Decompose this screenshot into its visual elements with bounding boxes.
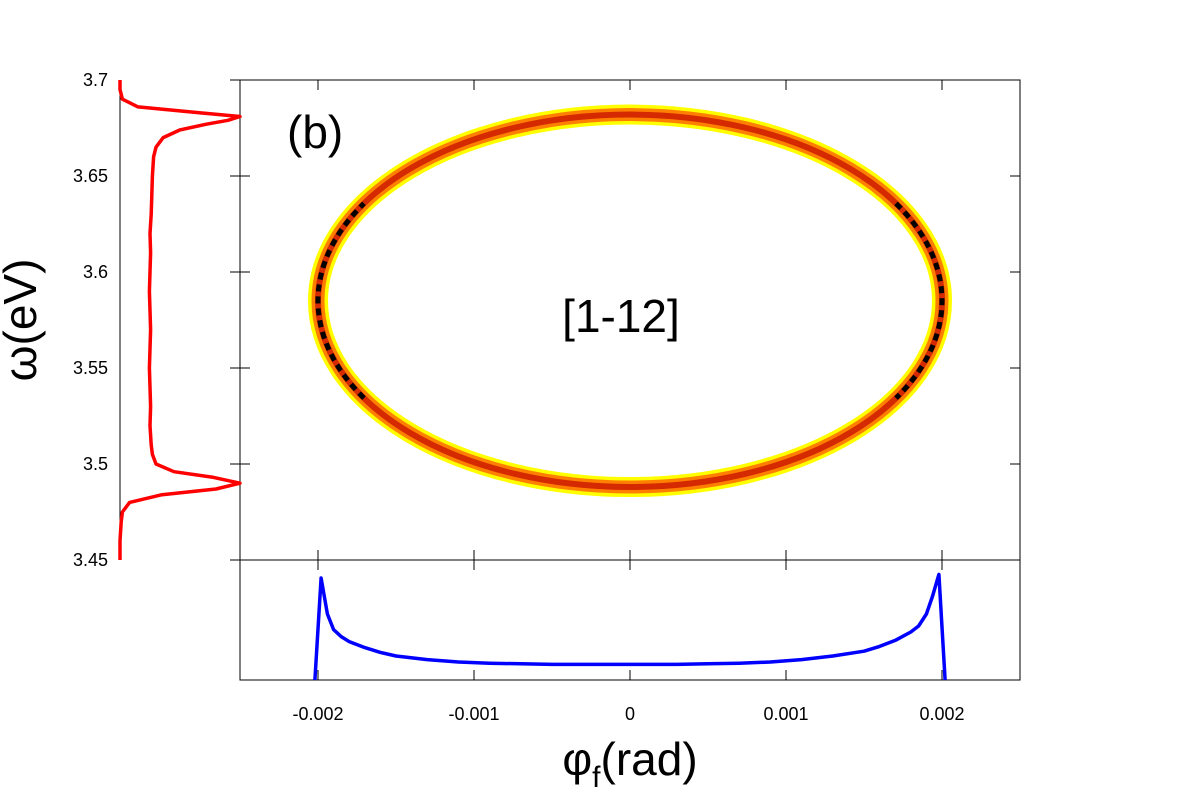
x-axis-title-units: (rad): [601, 733, 698, 785]
y-tick-label: 3.45: [73, 550, 108, 570]
x-axis-title: φf(rad): [562, 733, 697, 794]
main-plot-panel: (b) [1-12]: [239, 79, 1021, 561]
omega-marginal-panel: [118, 80, 242, 560]
spectral-ellipse-heatmap: [308, 104, 952, 498]
phi-marginal-frame: [239, 559, 1021, 681]
x-tick-label: -0.001: [448, 704, 499, 724]
y-tick-label: 3.55: [73, 358, 108, 378]
y-axis-ticks: 3.45 3.5 3.55 3.6 3.65 3.7: [73, 70, 1020, 570]
phi-marginal-panel: [239, 559, 1021, 681]
x-tick-label: 0.002: [919, 704, 964, 724]
panel-label: (b): [287, 106, 343, 158]
ellipse-peak-arc: [894, 201, 945, 400]
y-tick-label: 3.5: [83, 454, 108, 474]
omega-spectrum-curve: [118, 80, 242, 560]
y-tick-label: 3.6: [83, 262, 108, 282]
phi-spectrum-curve: [313, 572, 947, 681]
x-tick-label: -0.002: [292, 704, 343, 724]
x-axis-title-subscript: f: [592, 761, 601, 794]
y-tick-label: 3.7: [83, 70, 108, 90]
ellipse-peak-arc: [315, 201, 366, 400]
x-tick-label: 0.001: [763, 704, 808, 724]
y-tick-label: 3.65: [73, 166, 108, 186]
x-axis-title-symbol: φ: [562, 733, 592, 785]
plane-annotation: [1-12]: [562, 290, 680, 342]
x-tick-label: 0: [625, 704, 635, 724]
x-axis-ticks: -0.002 -0.001 0 0.001 0.002: [292, 80, 965, 724]
y-axis-title: ω(eV): [0, 259, 46, 382]
